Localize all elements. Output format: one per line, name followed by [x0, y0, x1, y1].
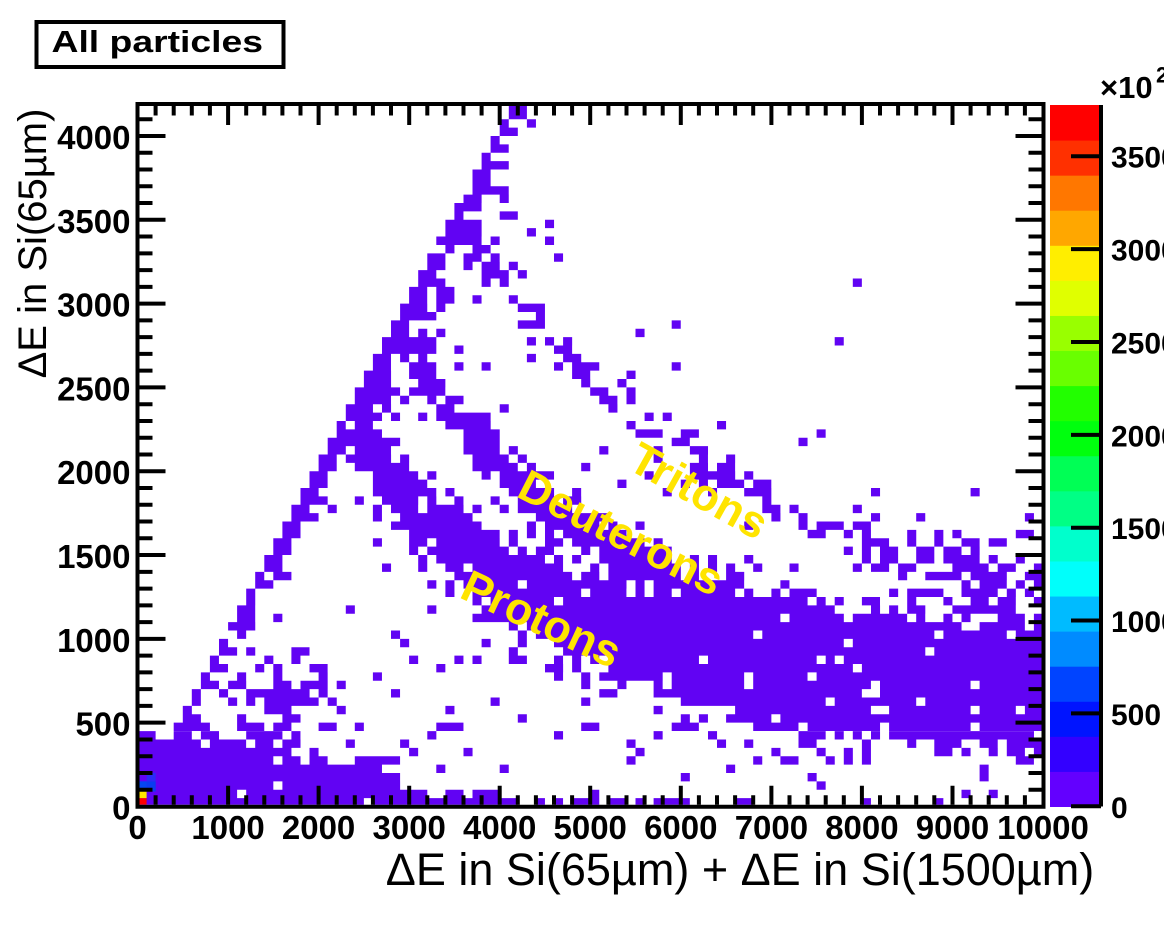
- svg-text:2: 2: [1156, 63, 1164, 88]
- svg-text:3500: 3500: [57, 203, 130, 240]
- svg-text:2000: 2000: [282, 809, 355, 846]
- svg-text:1500: 1500: [57, 538, 130, 575]
- svg-text:1000: 1000: [191, 809, 264, 846]
- svg-text:5000: 5000: [553, 809, 626, 846]
- svg-text:500: 500: [1111, 699, 1161, 732]
- svg-text:3000: 3000: [1111, 235, 1164, 268]
- svg-text:0: 0: [1111, 792, 1128, 825]
- svg-text:2000: 2000: [57, 454, 130, 491]
- svg-text:7000: 7000: [735, 809, 808, 846]
- svg-text:500: 500: [75, 706, 130, 743]
- svg-text:2500: 2500: [57, 370, 130, 407]
- svg-text:4000: 4000: [57, 119, 130, 156]
- svg-text:ΔE in Si(65µm) + ΔE in Si(1500: ΔE in Si(65µm) + ΔE in Si(1500µm): [386, 844, 1094, 895]
- svg-text:0: 0: [128, 809, 146, 846]
- svg-text:6000: 6000: [644, 809, 717, 846]
- svg-text:2500: 2500: [1111, 327, 1164, 360]
- svg-text:2000: 2000: [1111, 420, 1164, 453]
- svg-text:3000: 3000: [57, 287, 130, 324]
- svg-text:×10: ×10: [1100, 70, 1153, 105]
- svg-text:All particles: All particles: [52, 24, 264, 59]
- svg-text:1500: 1500: [1111, 513, 1164, 546]
- svg-text:10000: 10000: [997, 809, 1089, 846]
- svg-text:0: 0: [112, 790, 130, 827]
- svg-text:3000: 3000: [372, 809, 445, 846]
- svg-text:1000: 1000: [57, 622, 130, 659]
- svg-text:9000: 9000: [916, 809, 989, 846]
- svg-text:ΔE in Si(65µm): ΔE in Si(65µm): [11, 109, 55, 379]
- svg-text:1000: 1000: [1111, 606, 1164, 639]
- svg-text:8000: 8000: [825, 809, 898, 846]
- svg-text:3500: 3500: [1111, 142, 1164, 175]
- svg-text:4000: 4000: [463, 809, 536, 846]
